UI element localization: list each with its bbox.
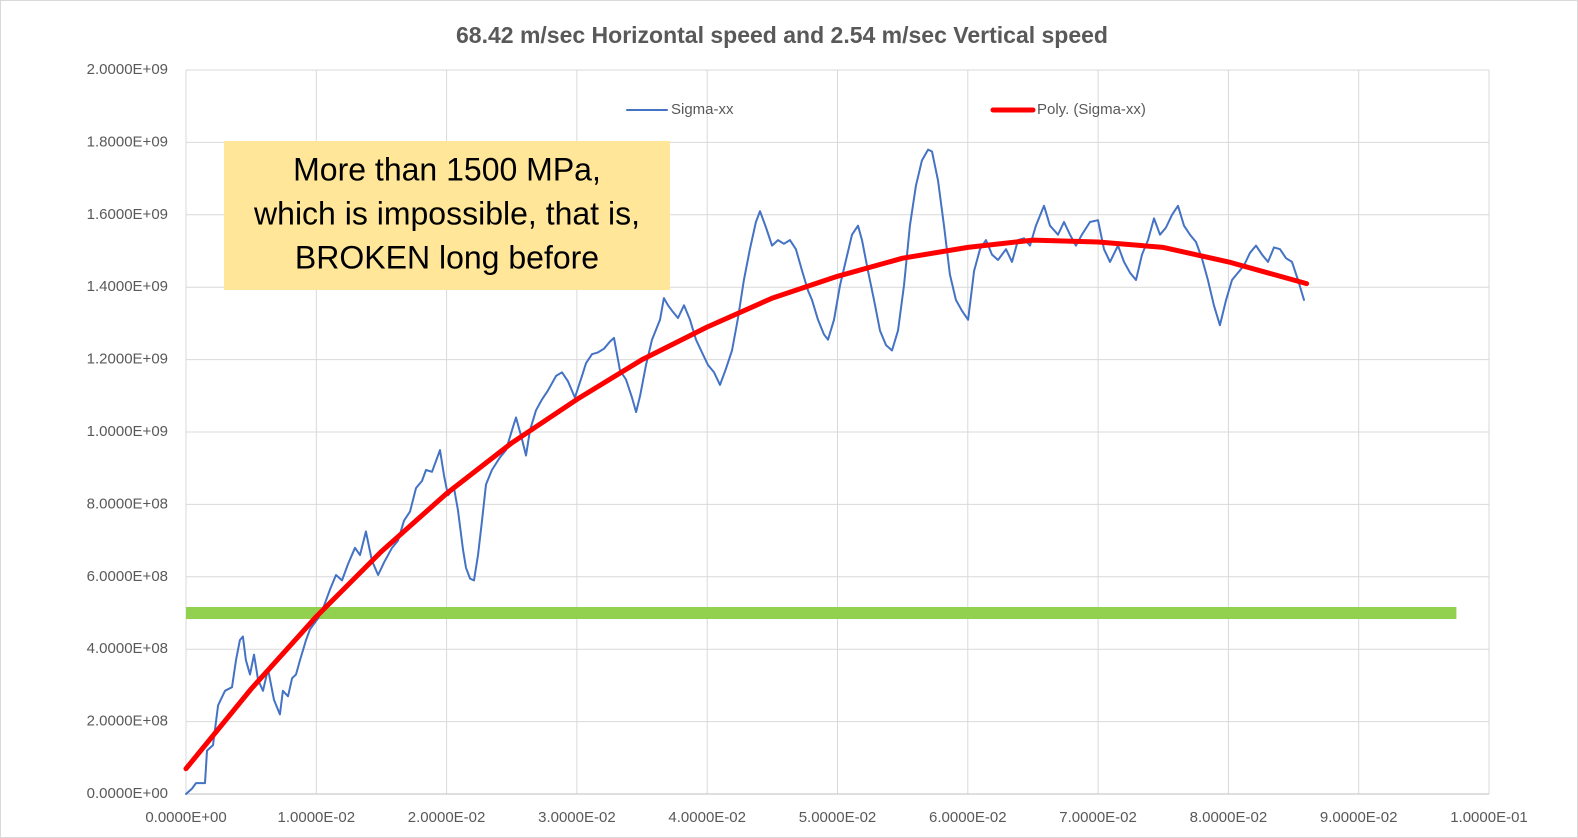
x-tick-label: 2.0000E-02 (408, 809, 486, 826)
series-line (185, 148, 1305, 795)
y-tick-label: 1.6000E+09 (87, 206, 168, 223)
x-tick-label: 5.0000E-02 (799, 809, 877, 826)
y-tick-label: 0.0000E+00 (87, 785, 168, 802)
x-tick-label: 3.0000E-02 (538, 809, 616, 826)
y-tick-label: 2.0000E+08 (87, 713, 168, 730)
x-tick-label: 4.0000E-02 (668, 809, 746, 826)
annotation-text: BROKEN long before (295, 239, 599, 275)
x-tick-label: 0.0000E+00 (145, 809, 226, 826)
y-tick-label: 4.0000E+08 (87, 640, 168, 657)
x-tick-label: 1.0000E-02 (278, 809, 356, 826)
y-tick-label: 1.2000E+09 (87, 351, 168, 368)
y-tick-label: 8.0000E+08 (87, 495, 168, 512)
y-tick-label: 1.8000E+09 (87, 133, 168, 150)
y-tick-label: 2.0000E+09 (87, 61, 168, 78)
legend-label: Sigma-xx (671, 101, 734, 118)
x-tick-label: 7.0000E-02 (1059, 809, 1137, 826)
x-tick-label: 9.0000E-02 (1320, 809, 1398, 826)
legend-label: Poly. (Sigma-xx) (1037, 101, 1146, 118)
series-line (183, 237, 1310, 772)
annotation-box (224, 141, 670, 290)
y-tick-label: 6.0000E+08 (87, 568, 168, 585)
y-tick-label: 1.4000E+09 (87, 278, 168, 295)
chart-title: 68.42 m/sec Horizontal speed and 2.54 m/… (456, 22, 1108, 48)
annotation-text: More than 1500 MPa, (293, 151, 601, 187)
x-tick-label: 8.0000E-02 (1190, 809, 1268, 826)
x-tick-label: 6.0000E-02 (929, 809, 1007, 826)
annotation-text: which is impossible, that is, (253, 195, 640, 231)
x-tick-label: 1.0000E-01 (1450, 809, 1528, 826)
y-tick-label: 1.0000E+09 (87, 423, 168, 440)
